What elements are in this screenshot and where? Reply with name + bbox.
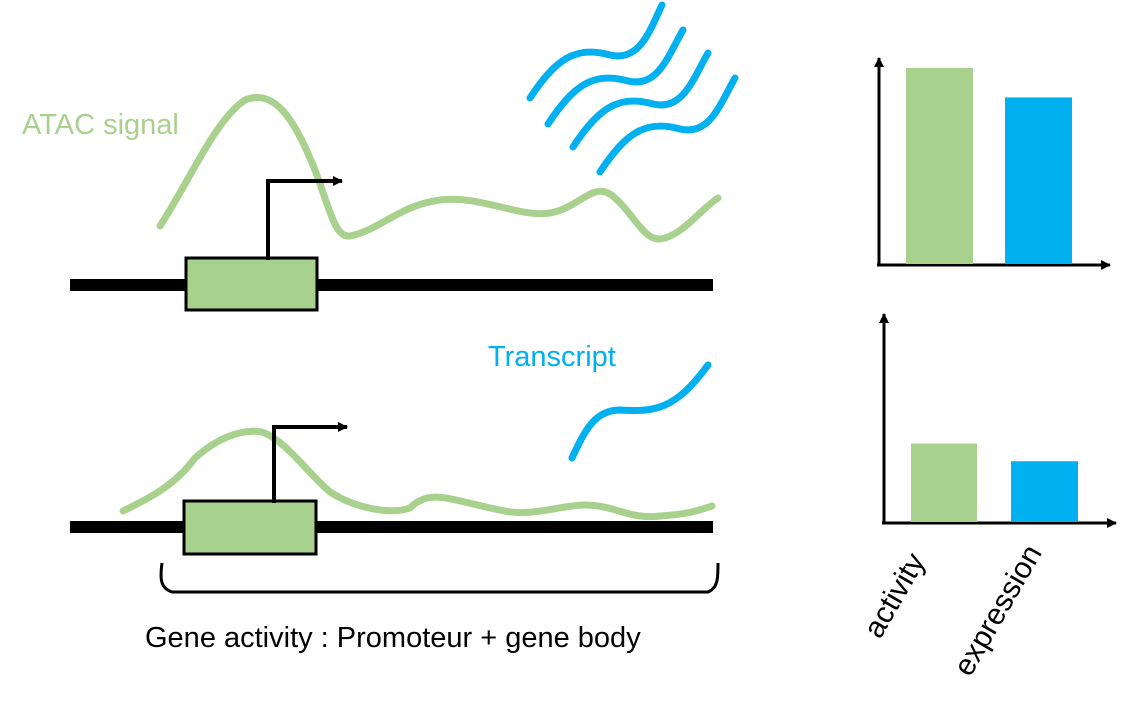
x-tick-label-activity: activity <box>857 548 931 644</box>
transcript-label: Transcript <box>488 341 616 373</box>
bar-activity-bottom <box>911 443 977 522</box>
bar-chart-bottom <box>879 313 1117 528</box>
tss-arrow-bottom <box>272 422 348 503</box>
transcript-wave-1 <box>526 1 666 102</box>
promoter-box-top <box>184 256 319 312</box>
x-tick-label-expression: expression <box>947 539 1048 681</box>
bar-activity-top <box>906 68 973 264</box>
bar-expression-bottom <box>1011 461 1078 522</box>
transcript-wave-3 <box>569 49 712 151</box>
transcript-wave-bottom <box>568 361 712 462</box>
tss-arrow-top <box>266 176 343 260</box>
bar-chart-top <box>874 57 1111 270</box>
transcript-wave-4 <box>596 74 739 176</box>
transcripts-top <box>526 1 739 176</box>
gene-activity-bracket <box>159 562 720 594</box>
bar-expression-top <box>1005 97 1072 265</box>
atac-signal-curve-bottom <box>119 427 716 521</box>
atac-signal-curve-top <box>156 94 722 243</box>
transcript-wave-2 <box>544 26 687 128</box>
promoter-box-bottom <box>182 499 318 556</box>
atac-signal-label: ATAC signal <box>22 109 179 141</box>
gene-activity-caption: Gene activity : Promoteur + gene body <box>145 622 641 654</box>
